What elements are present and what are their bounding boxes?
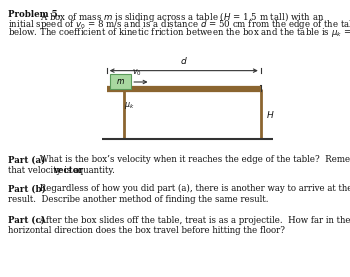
- Text: Part (a): Part (a): [8, 155, 45, 164]
- Text: result.  Describe another method of finding the same result.: result. Describe another method of findi…: [8, 195, 268, 204]
- Text: below. The coefficient of kinetic friction between the box and the table is $\mu: below. The coefficient of kinetic fricti…: [8, 26, 350, 39]
- Text: $H$: $H$: [266, 109, 274, 120]
- Text: initial speed of $v_0$ = 8 m/s and is a distance $d$ = 50 cm from the edge of th: initial speed of $v_0$ = 8 m/s and is a …: [8, 18, 350, 31]
- Text: Problem 5.: Problem 5.: [8, 10, 61, 19]
- Text: $d$: $d$: [180, 55, 188, 66]
- Text: Part (b): Part (b): [8, 184, 46, 193]
- Text: horizontal direction does the box travel before hitting the floor?: horizontal direction does the box travel…: [8, 226, 285, 235]
- Text: What is the box’s velocity when it reaches the edge of the table?  Remember: What is the box’s velocity when it reach…: [37, 155, 350, 164]
- Text: $\mu_k$: $\mu_k$: [124, 100, 135, 111]
- Text: A box of mass $m$ is sliding across a table ($H$ = 1.5 m tall) with an: A box of mass $m$ is sliding across a ta…: [40, 10, 325, 24]
- Text: $m$: $m$: [116, 77, 125, 86]
- Text: $v_0$: $v_0$: [132, 68, 142, 78]
- Text: that velocity is a: that velocity is a: [8, 166, 82, 175]
- Text: After the box slides off the table, treat is as a projectile.  How far in the: After the box slides off the table, trea…: [37, 216, 350, 224]
- Text: Part (c): Part (c): [8, 216, 45, 224]
- Text: vector: vector: [53, 166, 83, 175]
- Text: Regardless of how you did part (a), there is another way to arrive at the same: Regardless of how you did part (a), ther…: [37, 184, 350, 193]
- Bar: [110, 74, 131, 89]
- Text: quantity.: quantity.: [75, 166, 115, 175]
